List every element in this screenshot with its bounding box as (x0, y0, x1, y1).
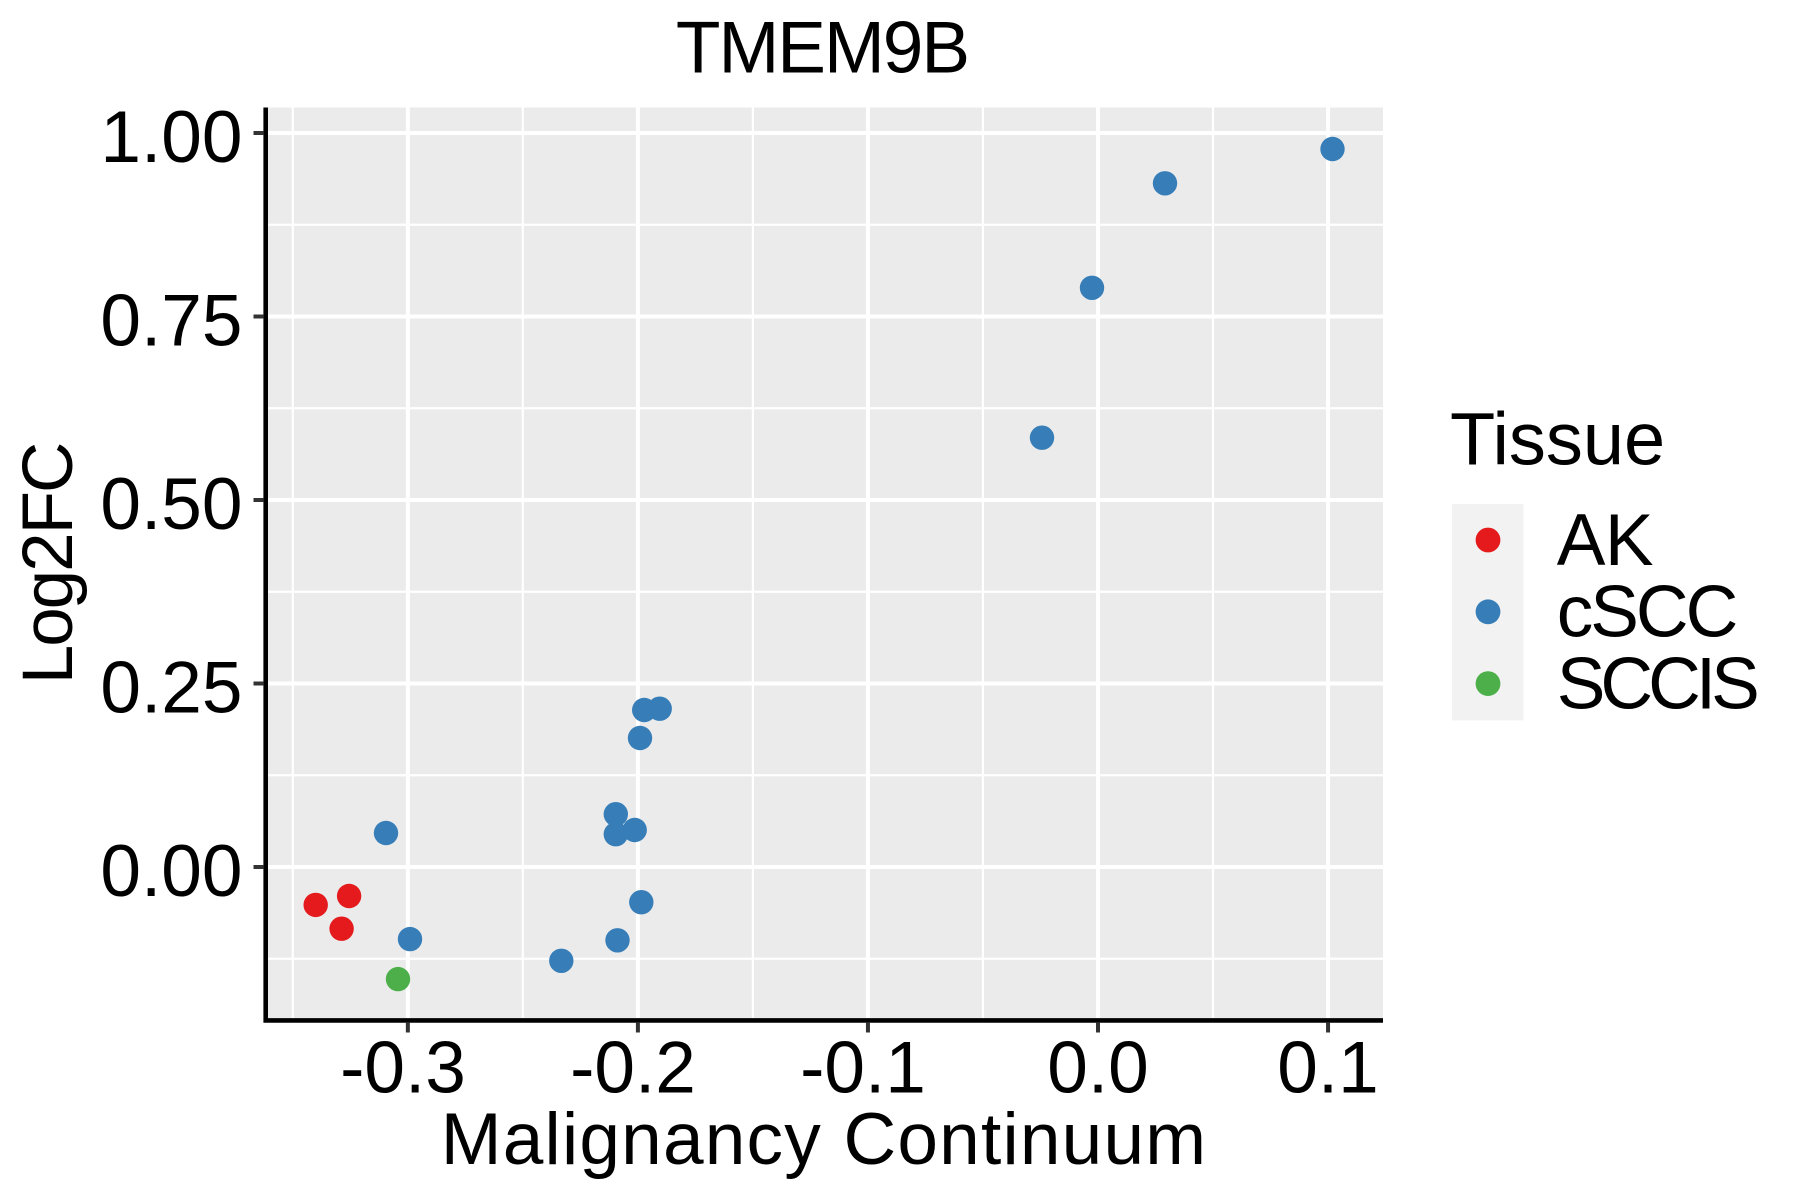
svg-text:Malignancy Continuum: Malignancy Continuum (441, 1099, 1208, 1180)
svg-text:-0.2: -0.2 (570, 1028, 696, 1109)
svg-text:Log2FC: Log2FC (9, 444, 88, 685)
svg-text:1.00: 1.00 (100, 97, 242, 178)
svg-text:0.75: 0.75 (100, 281, 242, 362)
svg-text:Tissue: Tissue (1450, 397, 1665, 480)
svg-text:0.0: 0.0 (1047, 1028, 1148, 1109)
svg-text:TMEM9B: TMEM9B (676, 8, 968, 89)
svg-text:0.1: 0.1 (1277, 1028, 1378, 1109)
svg-text:cSCC: cSCC (1557, 572, 1736, 653)
svg-text:0.50: 0.50 (100, 464, 242, 545)
svg-text:-0.3: -0.3 (340, 1028, 466, 1109)
svg-text:SCCIS: SCCIS (1557, 643, 1757, 724)
svg-text:-0.1: -0.1 (800, 1028, 926, 1109)
svg-text:0.25: 0.25 (100, 648, 242, 729)
svg-text:0.00: 0.00 (100, 831, 242, 912)
svg-text:AK: AK (1557, 500, 1653, 581)
